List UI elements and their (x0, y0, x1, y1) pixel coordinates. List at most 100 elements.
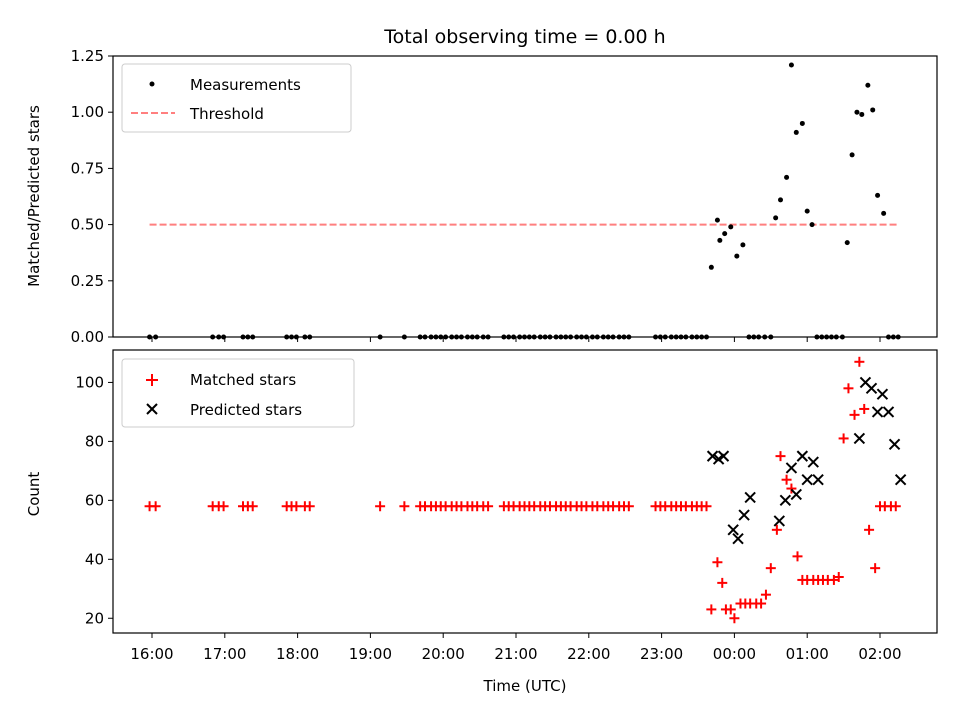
measurement-point (728, 224, 734, 230)
bottom-legend: Matched stars Predicted stars (121, 358, 355, 428)
top-y-tick-label: 0.75 (71, 159, 104, 177)
matched-star-point (854, 356, 865, 367)
top-legend: Measurements Threshold (121, 63, 352, 133)
measurement-point (859, 111, 865, 117)
predicted-star-point (871, 406, 884, 418)
bottom-y-tick-label: 60 (85, 491, 104, 509)
matched-star-point (890, 501, 901, 512)
bottom-legend-box (121, 358, 355, 428)
predicted-star-point (785, 462, 798, 474)
legend-matched-label: Matched stars (190, 371, 296, 389)
matched-star-point (247, 501, 258, 512)
bottom-plot-frame (112, 349, 938, 634)
predicted-star-point (727, 524, 739, 536)
matched-star-point (706, 604, 717, 615)
predicted-star-point (807, 456, 819, 468)
legend-predicted-label: Predicted stars (190, 401, 302, 419)
measurement-point (870, 107, 876, 113)
legend-matched-marker (146, 374, 158, 386)
measurement-point (722, 231, 728, 237)
measurement-point (804, 208, 810, 214)
matched-star-point (833, 571, 844, 582)
predicted-star-point (865, 382, 878, 395)
measurement-point (773, 215, 779, 221)
measurement-point (844, 240, 850, 246)
matched-star-point (859, 403, 870, 414)
predicted-star-point (876, 388, 889, 400)
matched-star-point (291, 501, 302, 512)
x-tick-label: 19:00 (349, 645, 392, 663)
matched-star-point (304, 501, 315, 512)
measurement-point (717, 237, 723, 243)
matched-star-point (712, 557, 723, 568)
measurement-point (799, 120, 805, 126)
x-tick-label: 22:00 (567, 645, 610, 663)
x-tick-label: 02:00 (858, 645, 901, 663)
predicted-star-point (706, 450, 719, 462)
bottom-y-axis-label: Count (25, 472, 43, 517)
x-tick-label: 21:00 (494, 645, 537, 663)
legend-threshold-label: Threshold (189, 105, 264, 123)
matched-star-point (717, 577, 728, 588)
legend-predicted-marker (146, 403, 158, 415)
top-chart-title: Total observing time = 0.00 h (383, 26, 665, 48)
matched-star-point (623, 501, 634, 512)
axes-ticks: 0.00 0.25 0.50 0.75 1.00 1.25 20 40 60 80 100 16:00… (71, 47, 902, 663)
measurement-point (734, 253, 740, 259)
predicted-star-point (888, 438, 901, 451)
x-tick-label: 17:00 (203, 645, 246, 663)
measurement-point (865, 82, 871, 88)
predicted-star-point (801, 474, 813, 486)
top-legend-box (121, 63, 352, 133)
x-tick-label: 00:00 (713, 645, 756, 663)
x-axis-label: Time (UTC) (483, 677, 567, 695)
matched-star-point (838, 433, 849, 444)
top-y-tick-label: 1.25 (71, 47, 104, 65)
predicted-star-point (744, 491, 756, 504)
measurement-point (849, 152, 855, 158)
measurement-point (778, 197, 784, 203)
measurement-point (784, 174, 790, 180)
measurement-point (788, 62, 794, 68)
predicted-star-point (779, 494, 792, 507)
measurement-point (708, 264, 714, 270)
matched-star-point (771, 524, 782, 535)
measurement-point (740, 242, 746, 248)
matched-star-point (849, 409, 860, 420)
matched-star-point (864, 524, 875, 535)
measurement-point (854, 109, 860, 115)
predicted-star-point (717, 450, 730, 462)
top-y-tick-label: 0.25 (71, 272, 104, 290)
matched-star-point (786, 483, 797, 494)
matched-star-point (843, 383, 854, 394)
bottom-plot-area (144, 356, 907, 624)
matched-star-point (729, 613, 740, 624)
predicted-star-point (738, 509, 750, 521)
matched-star-point (375, 501, 386, 512)
predicted-star-point (853, 432, 866, 445)
predicted-star-point (790, 488, 802, 501)
matched-star-point (399, 501, 410, 512)
predicted-star-point (773, 515, 786, 527)
matched-star-point (150, 501, 161, 512)
legend-measurements-label: Measurements (190, 76, 301, 94)
x-tick-label: 16:00 (130, 645, 173, 663)
measurement-point (881, 210, 887, 216)
x-tick-label: 01:00 (786, 645, 829, 663)
matched-star-point (775, 451, 786, 462)
matched-star-point (218, 501, 229, 512)
predicted-star-point (732, 532, 744, 545)
top-y-tick-label: 1.00 (71, 103, 104, 121)
matched-star-point (765, 563, 776, 574)
top-y-axis-label: Matched/Predicted stars (25, 105, 43, 287)
top-y-tick-label: 0.00 (71, 328, 104, 346)
measurement-point (793, 129, 799, 135)
bottom-y-tick-label: 100 (75, 373, 104, 391)
bottom-y-tick-label: 80 (85, 432, 104, 450)
matched-star-point (756, 598, 767, 609)
measurement-point (809, 222, 815, 228)
bottom-y-tick-label: 20 (85, 609, 104, 627)
matched-star-point (725, 604, 736, 615)
matched-star-point (870, 563, 881, 574)
